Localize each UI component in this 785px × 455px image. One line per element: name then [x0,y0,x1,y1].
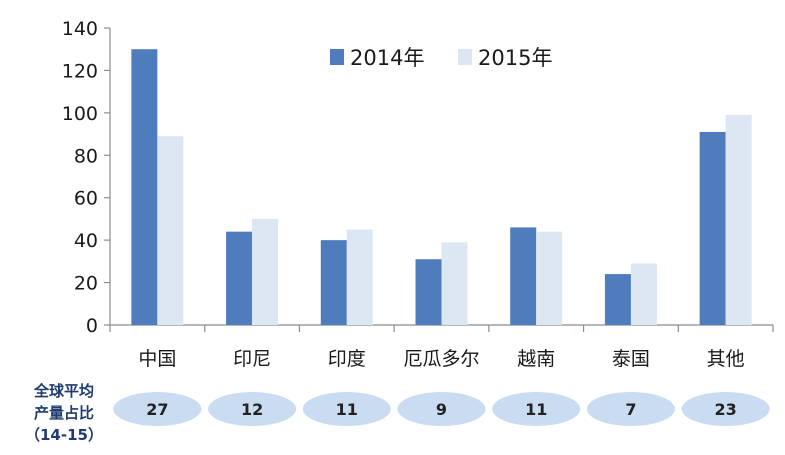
bar [157,136,184,325]
axes: 0 20 40 60 80 100 120 140 中国 印尼 印度 厄瓜多尔 越南 泰国 其他 [62,18,774,370]
x-category-label: 越南 [517,348,555,370]
share-pill-value: 11 [525,400,547,419]
share-pill [681,392,770,426]
bar [725,114,752,325]
y-tick-label: 0 [86,315,98,337]
x-category-label: 其他 [707,348,745,370]
share-pill-value: 9 [436,400,447,419]
bar [630,263,657,325]
bar [415,259,442,325]
y-tick-label: 20 [74,273,98,295]
y-tick-label: 100 [62,103,98,125]
share-pill [208,392,297,426]
bar [536,231,563,325]
y-tick-label: 60 [74,188,98,210]
share-pill-value: 11 [336,400,358,419]
y-tick-label: 40 [74,230,98,252]
legend-label: 2015年 [478,46,552,70]
bar [226,231,253,325]
y-tick-label: 120 [62,60,98,82]
x-category-label: 印尼 [233,348,271,370]
x-category-label: 印度 [328,348,366,370]
share-pill [586,392,675,426]
bar [320,240,347,325]
y-tick-label: 80 [74,145,98,167]
share-row-label: （14-15） [25,426,103,444]
share-pill [492,392,581,426]
legend-swatch [330,49,344,65]
x-category-label: 泰国 [612,348,650,370]
legend: 2014年 2015年 [330,46,552,70]
bar [131,49,158,325]
share-pill [302,392,391,426]
share-row-label: 全球平均 [33,382,94,400]
legend-swatch [458,49,472,65]
bar [604,274,631,325]
y-tick-label: 140 [62,18,98,40]
bar [252,218,279,325]
x-category-label: 厄瓜多尔 [403,348,479,370]
share-pill [397,392,486,426]
bar [699,131,726,325]
share-pill-value: 27 [146,400,168,419]
bar [346,229,373,325]
bars [131,49,752,325]
share-pill-value: 12 [241,400,263,419]
bar [441,242,468,325]
bar [510,227,537,325]
legend-label: 2014年 [350,46,424,70]
share-pill-value: 23 [715,400,737,419]
share-pill-value: 7 [625,400,636,419]
share-pill [113,392,202,426]
x-category-label: 中国 [138,348,176,370]
share-row-label: 产量占比 [34,404,94,422]
